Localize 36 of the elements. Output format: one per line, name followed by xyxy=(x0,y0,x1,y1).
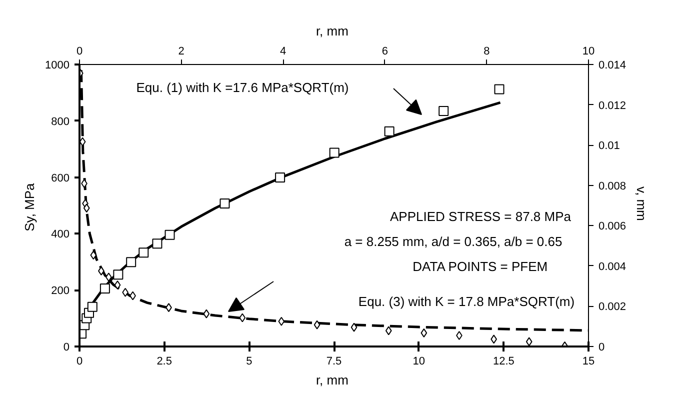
y2-tick-label: 0.01 xyxy=(598,140,620,152)
x-tick-label: 15 xyxy=(582,356,595,368)
y-tick-label: 0 xyxy=(63,342,70,354)
annotation: APPLIED STRESS = 87.8 MPa xyxy=(390,209,572,224)
x-tick-label: 5 xyxy=(246,356,252,368)
annotation: Equ. (1) with K =17.6 MPa*SQRT(m) xyxy=(136,80,349,95)
x-tick-label: 2.5 xyxy=(156,356,172,368)
annotation: Equ. (3) with K = 17.8 MPa*SQRT(m) xyxy=(358,294,575,309)
x-tick-label: 7.5 xyxy=(326,356,342,368)
y2-axis-title: v, mm xyxy=(634,186,650,221)
annotation: a = 8.255 mm, a/d = 0.365, a/b = 0.65 xyxy=(344,234,562,249)
x2-tick-label: 8 xyxy=(484,46,490,58)
y-axis-title: Sy, MPa xyxy=(22,182,38,232)
y2-tick-label: 0 xyxy=(598,342,605,354)
y-tick-label: 600 xyxy=(51,172,70,184)
y-tick-label: 200 xyxy=(51,285,70,298)
y-tick-label: 400 xyxy=(51,228,70,241)
y2-tick-label: 0.012 xyxy=(598,100,626,112)
y-tick-label: 800 xyxy=(51,116,70,128)
annotation: DATA POINTS = PFEM xyxy=(412,259,548,274)
x-axis-title: r, mm xyxy=(316,372,348,388)
x-tick-label: 10 xyxy=(412,356,425,368)
y2-tick-label: 0.014 xyxy=(598,60,626,72)
y-tick-label: 1000 xyxy=(45,60,70,72)
x2-tick-label: 0 xyxy=(76,46,83,58)
x2-tick-label: 2 xyxy=(178,46,184,58)
x2-axis-title: r, mm xyxy=(316,24,348,38)
x-tick-label: 0 xyxy=(76,356,83,368)
x2-tick-label: 6 xyxy=(382,46,388,58)
x-tick-label: 12.5 xyxy=(492,356,514,368)
y2-tick-label: 0.008 xyxy=(598,180,626,192)
x2-tick-label: 4 xyxy=(280,46,286,58)
y2-tick-label: 0.004 xyxy=(598,260,626,273)
x2-tick-label: 10 xyxy=(582,46,595,58)
y2-tick-label: 0.006 xyxy=(598,220,626,233)
y2-tick-label: 0.002 xyxy=(598,301,626,314)
